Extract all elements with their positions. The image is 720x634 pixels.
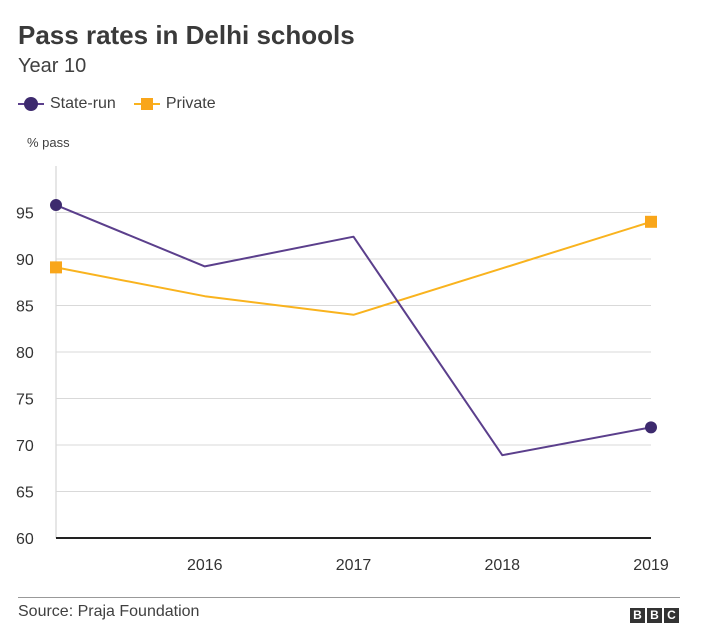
source-note: Source: Praja Foundation [18, 603, 200, 620]
legend: State-run Private [18, 94, 234, 114]
legend-label-private: Private [165, 95, 216, 112]
legend-item-private: Private [133, 94, 216, 114]
chart-subtitle: Year 10 [18, 55, 87, 77]
y-tick-label: 90 [16, 252, 34, 269]
y-tick-label: 80 [16, 345, 34, 362]
bbc-logo: B B C [630, 608, 681, 623]
legend-label-state-run: State-run [50, 95, 116, 112]
x-tick-label: 2019 [633, 557, 669, 574]
y-tick-label: 85 [16, 299, 34, 316]
legend-swatch-private [133, 94, 160, 114]
bbc-logo-letter: B [630, 608, 645, 623]
y-tick-label: 75 [16, 392, 34, 409]
y-tick-label: 65 [16, 485, 34, 502]
y-tick-label: 95 [16, 206, 34, 223]
y-tick-label: 70 [16, 438, 34, 455]
bbc-logo-letter: B [647, 608, 662, 623]
x-tick-label: 2018 [484, 557, 520, 574]
data-point-private [645, 215, 657, 228]
legend-marker-state-run [24, 97, 38, 111]
legend-marker-private [140, 98, 153, 110]
bbc-logo-letter: C [664, 608, 679, 623]
y-tick-label: 60 [16, 531, 34, 548]
footer-divider [18, 597, 680, 598]
x-tick-label: 2016 [187, 557, 223, 574]
data-point-state-run [50, 199, 62, 212]
chart-title: Pass rates in Delhi schools [18, 20, 355, 50]
series-line-state-run [55, 204, 652, 457]
legend-item-state-run: State-run [18, 94, 116, 114]
y-axis-label: % pass [27, 135, 70, 150]
data-point-state-run [645, 421, 657, 434]
data-point-private [50, 261, 62, 274]
series-line-private [55, 220, 652, 316]
legend-swatch-state-run [18, 94, 44, 114]
x-tick-label: 2017 [336, 557, 372, 574]
